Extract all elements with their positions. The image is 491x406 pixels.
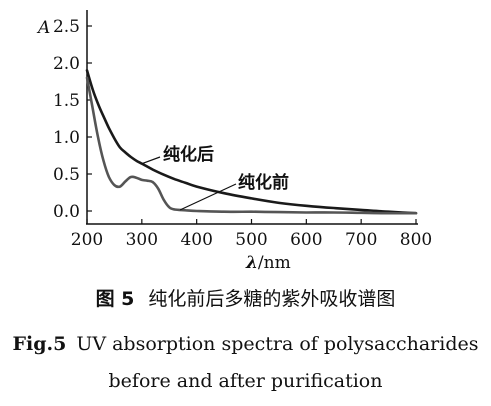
x-tick-label: 300 [126, 230, 158, 250]
caption-cn-text: 纯化前后多糖的紫外吸收谱图 [148, 288, 396, 310]
series-layer [85, 69, 418, 215]
y-tick-label: 0.0 [53, 202, 80, 222]
annotation-leader-before [179, 183, 237, 211]
y-tick-label: 0.5 [53, 165, 80, 185]
x-tick-label: 200 [71, 230, 103, 250]
x-ticks: 200 300 400 500 600 700 800 [71, 219, 432, 250]
caption-cn-figure-number: 图 5 [95, 288, 135, 310]
y-tick-label: 2.0 [53, 54, 80, 74]
x-axis-title-symbol: λ [245, 253, 258, 273]
caption-english-line1: Fig.5 UV absorption spectra of polysaccha… [0, 333, 491, 355]
x-tick-label: 400 [180, 230, 212, 250]
y-ticks: 0.0 0.5 1.0 1.5 2.0 2.5 [53, 17, 92, 222]
series-line-before-purification [85, 76, 418, 215]
caption-chinese: 图 5 纯化前后多糖的紫外吸收谱图 [0, 284, 491, 311]
x-tick-label: 800 [400, 230, 432, 250]
x-tick-label: 500 [235, 230, 267, 250]
x-tick-label: 600 [290, 230, 322, 250]
annotation-leader-after [141, 156, 161, 165]
uv-spectrum-chart: A λ/nm 0.0 0.5 1.0 1.5 2.0 2.5 200 300 400 500 60… [36, 10, 432, 273]
x-tick-label: 700 [345, 230, 377, 250]
y-tick-label: 1.0 [53, 128, 80, 148]
annotation-before-purification: 纯化前 [238, 172, 289, 193]
y-axis-title: A [36, 18, 50, 38]
series-line-after-purification [85, 69, 418, 215]
x-axis-title: λ/nm [245, 253, 291, 273]
y-tick-label: 1.5 [53, 91, 80, 111]
x-axis-title-unit: /nm [258, 253, 291, 273]
caption-en-figure-number: Fig.5 [12, 333, 67, 355]
y-tick-label: 2.5 [53, 17, 80, 37]
caption-english-line2: before and after purification [108, 370, 383, 392]
annotation-after-purification: 纯化后 [163, 144, 214, 165]
caption-en-line1-text: UV absorption spectra of polysaccharides [76, 333, 479, 355]
